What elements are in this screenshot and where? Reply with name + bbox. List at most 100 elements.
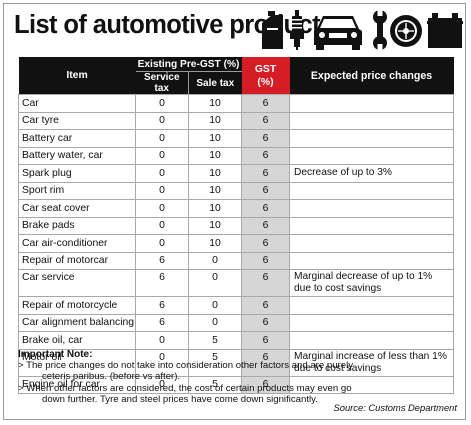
row-expected-change: Marginal increase of less than 1% due to… [289, 348, 455, 377]
source-credit: Source: Customs Department [333, 402, 458, 413]
wrench-icon [373, 9, 387, 51]
row-gst: 6 [241, 216, 291, 235]
row-sale-tax: 10 [187, 111, 243, 130]
row-item-name: Engine oil for car [18, 375, 136, 394]
note-line-1-continued: ceteris paribus. (before vs after). [42, 371, 181, 383]
table-row: Car service 6 0 6 Marginal decrease of up to… [18, 269, 455, 297]
table-row: Brake pads 0 10 6 [18, 216, 455, 235]
row-gst: 6 [241, 181, 291, 200]
jerry-can-icon [262, 11, 283, 49]
header-existing-pre-gst: Existing Pre-GST (%) [135, 57, 242, 72]
row-service-tax: 0 [135, 331, 189, 350]
row-gst: 6 [241, 129, 291, 148]
automotive-products-table: Item Existing Pre-GST (%) GST (%) Expect… [18, 57, 455, 394]
row-service-tax: 0 [135, 234, 189, 253]
row-service-tax: 6 [135, 296, 189, 315]
note-line-2: > When other factors are considered, the… [18, 382, 352, 394]
table-row: Engine oil for car 0 5 6 [18, 375, 455, 394]
table-row: Car alignment balancing 6 0 6 [18, 313, 455, 332]
row-expected-change [289, 331, 455, 350]
table-row: Car air-conditioner 0 10 6 [18, 234, 455, 253]
row-item-name: Repair of motorcar [18, 251, 136, 270]
spark-plug-icon [290, 10, 304, 50]
row-item-name: Spark plug [18, 164, 136, 183]
header-item: Item [18, 57, 136, 95]
table-row: Car tyre 0 10 6 [18, 111, 455, 130]
row-service-tax: 0 [135, 146, 189, 165]
row-expected-change [289, 234, 455, 253]
row-sale-tax: 10 [187, 146, 243, 165]
row-gst: 6 [241, 146, 291, 165]
battery-icon [427, 13, 463, 48]
row-gst: 6 [241, 111, 291, 130]
row-item-name: Sport rim [18, 181, 136, 200]
header-service-tax: Service tax [135, 71, 189, 95]
note-line-1: > The price changes do not take into con… [18, 360, 354, 372]
row-sale-tax: 10 [187, 234, 243, 253]
row-gst: 6 [241, 375, 291, 394]
row-gst: 6 [241, 251, 291, 270]
row-gst: 6 [241, 269, 291, 297]
row-item-name: Car service [18, 269, 136, 297]
row-gst: 6 [241, 94, 291, 113]
row-item-name: Motor oil [18, 348, 136, 377]
row-item-name: Car alignment balancing [18, 313, 136, 332]
header-gst: GST (%) [241, 57, 290, 95]
row-service-tax: 6 [135, 313, 189, 332]
row-service-tax: 6 [135, 251, 189, 270]
table-row: Car seat cover 0 10 6 [18, 199, 455, 218]
row-expected-change [289, 111, 455, 130]
row-sale-tax: 10 [187, 216, 243, 235]
row-sale-tax: 5 [187, 375, 243, 394]
row-expected-change [289, 94, 455, 113]
row-sale-tax: 0 [187, 269, 243, 297]
row-service-tax: 0 [135, 181, 189, 200]
row-item-name: Brake pads [18, 216, 136, 235]
row-expected-change [289, 129, 455, 148]
header-gst-unit: (%) [257, 76, 274, 88]
table-row: Battery water, car 0 10 6 [18, 146, 455, 165]
row-item-name: Battery water, car [18, 146, 136, 165]
row-sale-tax: 0 [187, 313, 243, 332]
row-item-name: Car seat cover [18, 199, 136, 218]
row-gst: 6 [241, 313, 291, 332]
table-row: Battery car 0 10 6 [18, 129, 455, 148]
row-expected-change [289, 146, 455, 165]
automotive-icon-strip [262, 9, 463, 51]
row-sale-tax: 10 [187, 199, 243, 218]
table-row: Motor oil 0 5 6 Marginal increase of less th… [18, 348, 455, 377]
table-row: Sport rim 0 10 6 [18, 181, 455, 200]
tyre-icon [390, 15, 422, 47]
row-item-name: Brake oil, car [18, 331, 136, 350]
table-row: Repair of motorcar 6 0 6 [18, 251, 455, 270]
row-gst: 6 [241, 199, 291, 218]
row-sale-tax: 10 [187, 94, 243, 113]
note-heading: Important Note: [18, 349, 93, 360]
row-sale-tax: 5 [187, 348, 243, 377]
row-gst: 6 [241, 296, 291, 315]
row-service-tax: 0 [135, 216, 189, 235]
row-sale-tax: 10 [187, 129, 243, 148]
row-service-tax: 0 [135, 129, 189, 148]
row-service-tax: 6 [135, 269, 189, 297]
infographic-frame [3, 3, 466, 420]
header-sale-tax: Sale tax [187, 71, 242, 95]
header-gst-label: GST [254, 63, 277, 75]
row-service-tax: 0 [135, 199, 189, 218]
row-expected-change [289, 375, 455, 394]
row-sale-tax: 0 [187, 296, 243, 315]
row-expected-change [289, 216, 455, 235]
row-sale-tax: 0 [187, 251, 243, 270]
table-row: Car 0 10 6 [18, 94, 455, 113]
table-row: Brake oil, car 0 5 6 [18, 331, 455, 350]
row-sale-tax: 5 [187, 331, 243, 350]
row-gst: 6 [241, 348, 291, 377]
row-expected-change [289, 296, 455, 315]
car-front-icon [314, 16, 362, 50]
important-note: Important Note: > The price changes do n… [18, 349, 458, 405]
row-service-tax: 0 [135, 111, 189, 130]
row-expected-change [289, 199, 455, 218]
row-service-tax: 0 [135, 164, 189, 183]
row-gst: 6 [241, 331, 291, 350]
table-row: Spark plug 0 10 6 Decrease of up to 3% [18, 164, 455, 183]
